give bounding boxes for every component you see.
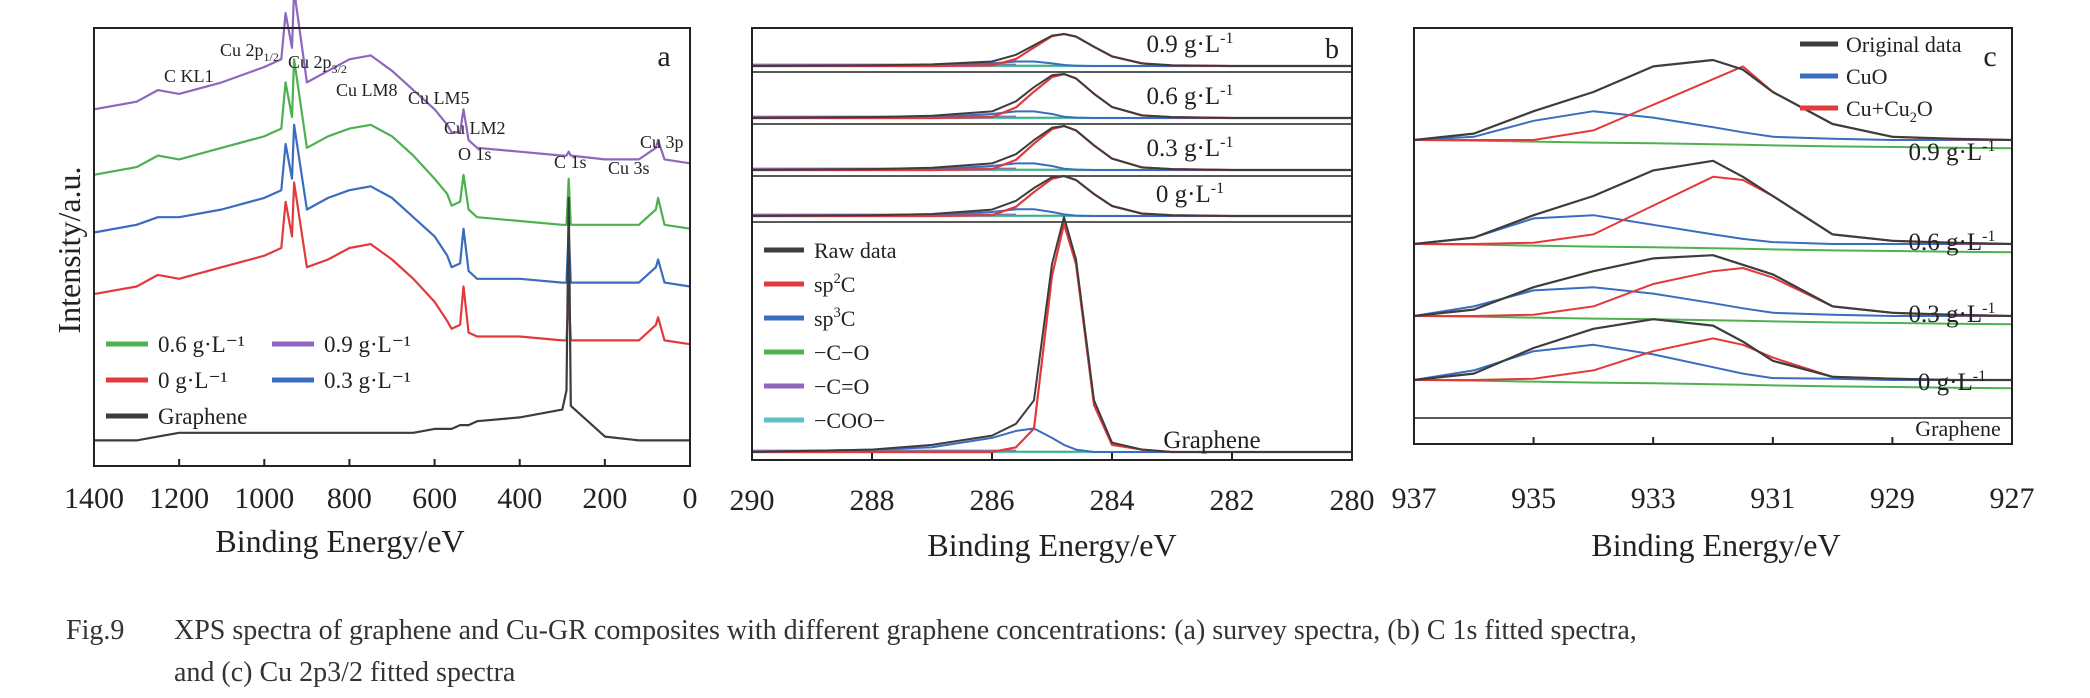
- panel-c-tick-label-937: 937: [1392, 482, 1437, 515]
- peak-label-cu-3p: Cu 3p: [640, 132, 684, 152]
- legend-label-original-data: Original data: [1846, 32, 1962, 57]
- background-line-0-g-l: [1413, 379, 2013, 390]
- legend-label-0-g-l: 0 g·L⁻¹: [158, 368, 228, 393]
- original-line-0-g-l: [1413, 318, 2012, 382]
- series-line-graphene: [94, 196, 690, 442]
- peak-label-cu-lm5: Cu LM5: [408, 88, 470, 108]
- sp2c-line-0-9-g-l: [752, 32, 1352, 68]
- panel-c-cu2p: 0.9 g·L-1 0.6 g·L-1 0.3 g·L-1 0 g·L-1 Graphe…: [1392, 27, 2035, 563]
- panel-a-tick-label-1200: 1200: [149, 482, 209, 515]
- raw-line-0-6-g-l: [751, 73, 1352, 119]
- sp3c-line-0-g-l: [751, 208, 1352, 217]
- panel-c-row-label-0-g-l: 0 g·L-1: [1918, 368, 1986, 396]
- peak-label-cu-lm2: Cu LM2: [444, 118, 506, 138]
- raw-line-0-3-g-l: [751, 125, 1352, 171]
- panel-b-x-axis-label: Binding Energy/eV: [927, 527, 1176, 563]
- panel-a-tick-label-0: 0: [683, 482, 698, 515]
- panel-c-tick-label-929: 929: [1870, 482, 1915, 515]
- raw-line-graphene: [751, 216, 1352, 453]
- peak-label-cu-lm8: Cu LM8: [336, 80, 398, 100]
- legend-label-0-6-g-l: 0.6 g·L⁻¹: [158, 332, 245, 357]
- legend-label-c-o: −C−O: [814, 340, 869, 365]
- legend-label-raw-data: Raw data: [814, 238, 897, 263]
- panel-b-row-label-0-g-l: 0 g·L-1: [1156, 180, 1224, 208]
- legend-label-0-9-g-l: 0.9 g·L⁻¹: [324, 332, 411, 357]
- panel-c-frame: [1413, 27, 2013, 445]
- panel-c-letter: c: [1983, 40, 1996, 73]
- panel-a-tick-label-800: 800: [327, 482, 372, 515]
- panel-a-tick-label-200: 200: [582, 482, 627, 515]
- sp3c-line-0-6-g-l: [751, 110, 1352, 119]
- peak-label-o-1s: O 1s: [458, 144, 492, 164]
- panel-b-tick-label-286: 286: [970, 484, 1015, 517]
- panel-b-row-label-graphene: Graphene: [1163, 427, 1260, 454]
- sp2c-line-0-g-l: [752, 174, 1352, 218]
- panel-a-tick-label-400: 400: [497, 482, 542, 515]
- raw-line-0-9-g-l: [751, 33, 1352, 67]
- xps-figure: 1400 1200 1000 800 600 400 200 0 Binding Energy/…: [51, 0, 2035, 563]
- peak-label-c-1s: C 1s: [554, 152, 587, 172]
- panel-a-x-axis-label: Binding Energy/eV: [215, 523, 464, 559]
- panel-a-tick-label-1000: 1000: [234, 482, 294, 515]
- original-line-0-9-g-l: [1413, 58, 2013, 142]
- panel-c-row-label-0-3-g-l: 0.3 g·L-1: [1909, 300, 1996, 328]
- original-line-0-3-g-l: [1413, 254, 2013, 318]
- panel-c-tick-label-935: 935: [1511, 482, 1556, 515]
- panel-b-frame: [751, 27, 1353, 461]
- panel-b-row-label-0-9-g-l: 0.9 g·L-1: [1147, 30, 1234, 58]
- panel-b-tick-label-290: 290: [730, 484, 775, 517]
- background-line-0-3-g-l: [1413, 315, 2013, 326]
- series-line-0-6-g-l: [93, 58, 691, 230]
- caption-line1: XPS spectra of graphene and Cu-GR compos…: [174, 615, 1637, 646]
- panel-b-c1s: 0.9 g·L-1 0.6 g·L-1 0.3 g·L-1 0 g·L-1 Graphe…: [730, 27, 1375, 563]
- panel-a-letter: a: [657, 40, 670, 73]
- cuo-line-0-6-g-l: [1413, 214, 2012, 245]
- sp3c-line-0-3-g-l: [751, 162, 1352, 171]
- panel-a-frame: [93, 27, 691, 467]
- legend-label-sp3c: sp3C: [814, 305, 855, 331]
- panel-a-tick-label-600: 600: [412, 482, 457, 515]
- legend-label-coo: −COO−: [814, 408, 885, 433]
- panel-a-y-axis-label: Intensity/a.u.: [51, 166, 87, 333]
- series-line-0-3-g-l: [93, 123, 691, 288]
- background-line-0-6-g-l: [1413, 243, 2013, 254]
- panel-b-tick-label-284: 284: [1090, 484, 1135, 517]
- caption-line2: and (c) Cu 2p3/2 fitted spectra: [174, 657, 516, 688]
- panel-c-row-label-0-9-g-l: 0.9 g·L-1: [1909, 138, 1996, 166]
- panel-b-tick-label-288: 288: [850, 484, 895, 517]
- figure-caption: Fig.9 XPS spectra of graphene and Cu-GR c…: [66, 610, 2056, 694]
- raw-line-0-g-l: [751, 175, 1352, 217]
- panel-a-survey: 1400 1200 1000 800 600 400 200 0 Binding Energy/…: [51, 0, 698, 559]
- panel-b-row-label-0-6-g-l: 0.6 g·L-1: [1147, 82, 1234, 110]
- panel-b-tick-label-282: 282: [1210, 484, 1255, 517]
- panel-a-tick-label-1400: 1400: [64, 482, 124, 515]
- panel-c-row-label-0-6-g-l: 0.6 g·L-1: [1909, 228, 1996, 256]
- legend-label-sp2c: sp2C: [814, 271, 855, 297]
- original-line-0-6-g-l: [1413, 159, 2013, 246]
- panel-b-row-label-0-3-g-l: 0.3 g·L-1: [1147, 134, 1234, 162]
- legend-label-cuo: CuO: [1846, 64, 1888, 89]
- legend-label-cu-cu2o: Cu+Cu2O: [1846, 96, 1933, 126]
- panel-c-tick-label-927: 927: [1990, 482, 2035, 515]
- background-line-0-9-g-l: [1413, 139, 2013, 150]
- sp2c-line-0-3-g-l: [752, 124, 1352, 172]
- peak-label-cu-3s: Cu 3s: [608, 158, 650, 178]
- panel-b-letter: b: [1325, 34, 1339, 65]
- panel-b-tick-label-280: 280: [1330, 484, 1375, 517]
- peak-label-c-kl1: C KL1: [164, 66, 214, 86]
- panel-c-bottom-label: Graphene: [1915, 416, 2001, 441]
- panel-c-tick-label-931: 931: [1750, 482, 1795, 515]
- cuo-line-0-3-g-l: [1413, 286, 2012, 317]
- panel-c-tick-label-933: 933: [1631, 482, 1676, 515]
- legend-label-c-o: −C=O: [814, 374, 869, 399]
- series-line-0-9-g-l: [93, 0, 691, 165]
- peak-label-cu-2p1-2: Cu 2p1/2: [220, 40, 279, 64]
- legend-label-0-3-g-l: 0.3 g·L⁻¹: [324, 368, 411, 393]
- series-line-0-g-l: [93, 181, 691, 346]
- caption-number: Fig.9: [66, 615, 125, 646]
- cuo-line-0-9-g-l: [1413, 110, 2012, 141]
- sp2c-line-0-6-g-l: [752, 72, 1352, 120]
- legend-label-graphene: Graphene: [158, 404, 247, 429]
- panel-c-x-axis-label: Binding Energy/eV: [1591, 527, 1840, 563]
